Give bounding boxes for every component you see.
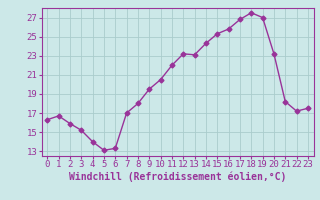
X-axis label: Windchill (Refroidissement éolien,°C): Windchill (Refroidissement éolien,°C) xyxy=(69,172,286,182)
